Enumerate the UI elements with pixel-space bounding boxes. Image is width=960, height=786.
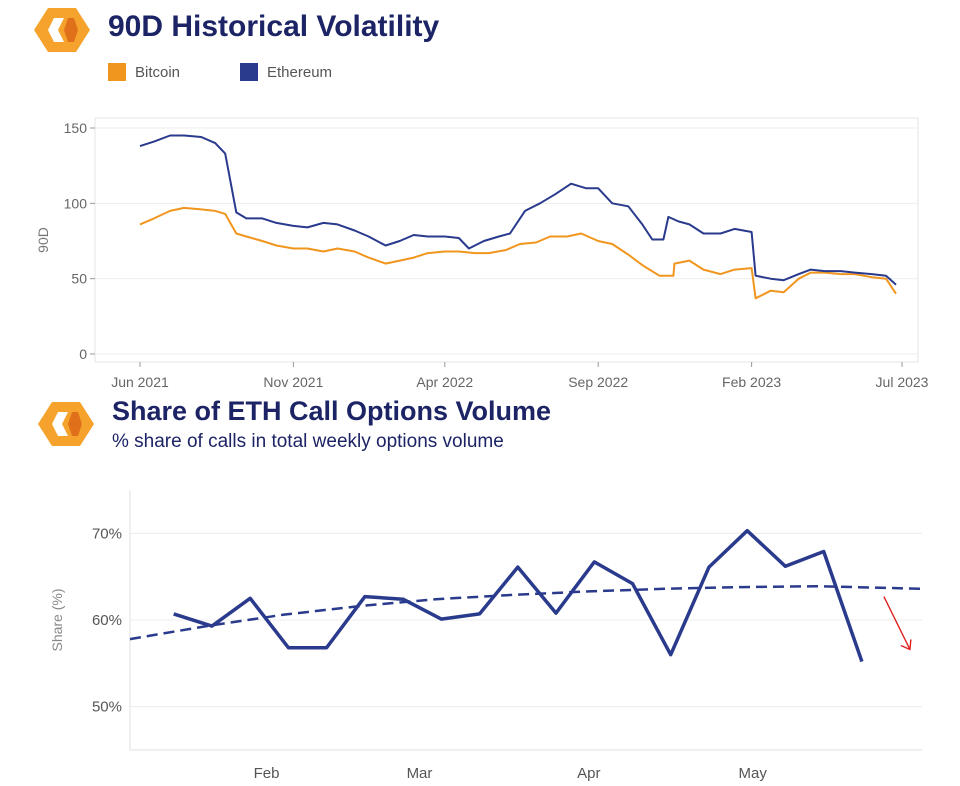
y-tick-label: 0: [79, 346, 87, 362]
x-tick-label: Jun 2021: [111, 374, 169, 390]
y-tick-label: 50%: [92, 699, 122, 716]
legend-item-bitcoin: Bitcoin: [108, 63, 180, 81]
series-line-ethereum: [139, 134, 897, 286]
legend-label-ethereum: Ethereum: [267, 63, 333, 81]
share-line: [173, 528, 864, 663]
x-tick-label: Nov 2021: [263, 374, 323, 390]
x-tick-label: Jul 2023: [876, 374, 929, 390]
legend-label-bitcoin: Bitcoin: [135, 63, 181, 81]
plot-area: [94, 117, 919, 363]
legend-swatch-bitcoin: [108, 63, 126, 81]
y-axis-label: 90D: [35, 227, 51, 253]
y-tick-label: 70%: [92, 525, 122, 542]
x-tick-label: Feb 2023: [722, 374, 781, 390]
chart2-subtitle: % share of calls in total weekly options…: [112, 431, 504, 452]
y-tick-label: 60%: [92, 612, 122, 629]
y-tick-label: 100: [64, 195, 88, 211]
y-tick-label: 150: [64, 120, 88, 136]
series-line-bitcoin: [139, 206, 897, 300]
logo-icon: [38, 402, 94, 446]
trend-arrow-head: [900, 639, 912, 651]
trend-line: [129, 584, 923, 641]
x-tick-label: Mar: [407, 765, 433, 782]
trend-arrow-shaft: [883, 596, 911, 650]
chart2-title: Share of ETH Call Options Volume: [112, 396, 552, 426]
x-tick-label: Apr 2022: [416, 374, 473, 390]
x-tick-label: May: [739, 765, 768, 782]
volatility-chart: 0 50 100 150 Jun 2021 Nov 2021 Apr 2022 Sep 202…: [35, 117, 929, 390]
legend-item-ethereum: Ethereum: [240, 63, 332, 81]
logo-icon: [34, 8, 90, 52]
y-tick-label: 50: [71, 271, 87, 287]
eth-call-share-chart: 50% 60% 70% Feb Mar Apr May Share (%): [49, 490, 923, 782]
y-axis-label: Share (%): [49, 588, 65, 651]
x-tick-label: Sep 2022: [568, 374, 628, 390]
legend-swatch-ethereum: [240, 63, 258, 81]
chart1-title: 90D Historical Volatility: [108, 10, 440, 43]
x-tick-label: Feb: [254, 765, 280, 782]
x-tick-label: Apr: [577, 765, 600, 782]
